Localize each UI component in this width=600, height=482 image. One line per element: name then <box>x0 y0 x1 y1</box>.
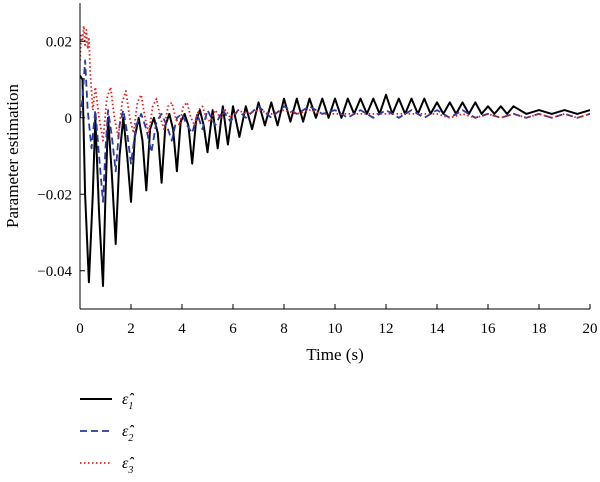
y-tick-label: 0.02 <box>46 34 72 50</box>
series-2 <box>80 59 590 203</box>
x-tick-label: 2 <box>127 321 135 337</box>
x-axis-title: Time (s) <box>306 345 363 364</box>
y-tick-label: −0.02 <box>37 187 72 203</box>
x-tick-label: 6 <box>229 321 237 337</box>
legend-item-3: ε̂3 <box>80 455 134 476</box>
series-1 <box>80 75 590 287</box>
series-2-line <box>80 59 590 203</box>
y-tick-label: −0.04 <box>37 264 72 280</box>
series-3 <box>80 24 590 142</box>
x-tick-label: 12 <box>379 321 394 337</box>
x-tick-label: 14 <box>430 321 446 337</box>
x-tick-label: 18 <box>532 321 547 337</box>
x-tick-label: 20 <box>583 321 598 337</box>
legend-item-2: ε̂2 <box>80 423 134 444</box>
x-tick-label: 8 <box>280 321 288 337</box>
y-axis-title: Parameter estimation <box>3 84 22 228</box>
x-tick-label: 10 <box>328 321 343 337</box>
x-tick-label: 16 <box>481 321 497 337</box>
series-3-line <box>80 24 590 142</box>
legend: ε̂1 ε̂2 ε̂3 <box>80 391 134 476</box>
x-tick-label: 0 <box>76 321 84 337</box>
axes: 0 2 4 6 8 10 12 14 16 18 20 −0.04 −0.02 0 0.02 <box>37 3 598 337</box>
x-tick-label: 4 <box>178 321 186 337</box>
legend-label: ε̂1 <box>122 391 134 412</box>
legend-label: ε̂2 <box>122 423 134 444</box>
series-layer <box>80 24 590 287</box>
series-1-line <box>80 75 590 287</box>
legend-item-1: ε̂1 <box>80 391 134 412</box>
legend-label: ε̂3 <box>122 455 134 476</box>
y-tick-label: 0 <box>65 111 73 127</box>
